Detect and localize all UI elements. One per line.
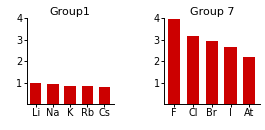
Bar — [168, 19, 180, 104]
Bar — [224, 47, 237, 104]
Bar — [82, 86, 93, 104]
Bar — [99, 87, 110, 104]
Bar — [47, 84, 59, 104]
Bar — [243, 57, 255, 104]
Title: Group1: Group1 — [50, 7, 90, 17]
Bar — [187, 36, 199, 104]
Bar — [206, 41, 218, 104]
Title: Group 7: Group 7 — [189, 7, 234, 17]
Bar — [30, 83, 41, 104]
Bar — [64, 86, 76, 104]
